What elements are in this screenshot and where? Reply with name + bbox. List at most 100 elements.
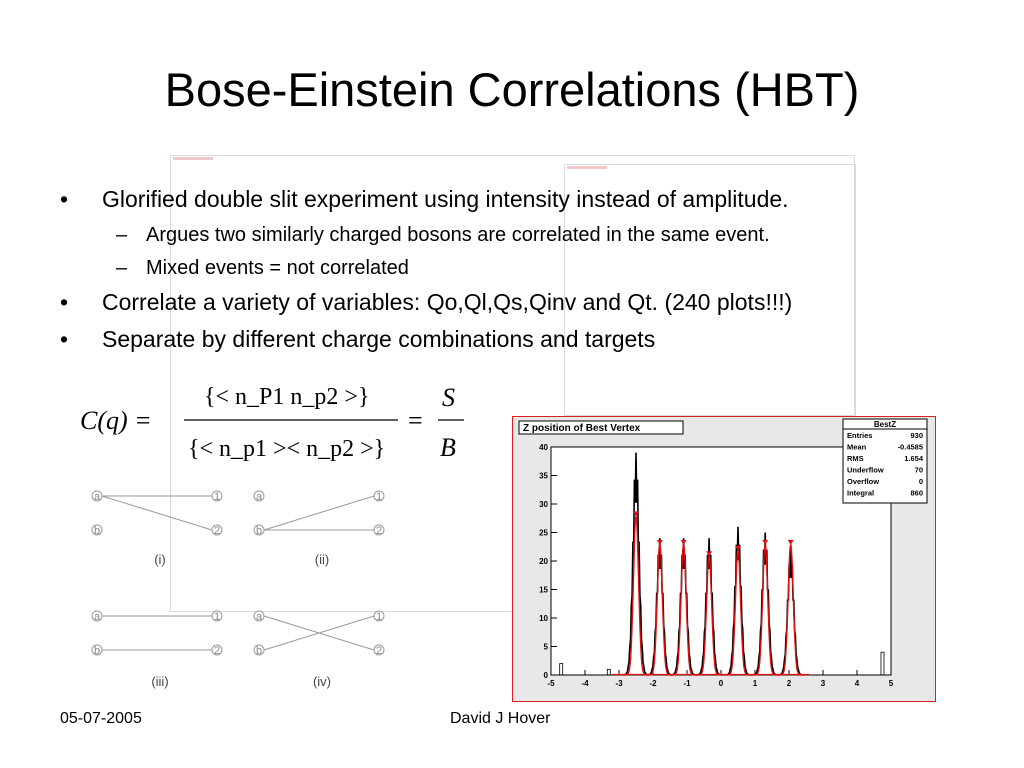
stats-label: Integral xyxy=(847,489,874,498)
data-peak xyxy=(648,538,671,676)
x-tick-label: -4 xyxy=(581,679,589,688)
diagram-panel-iv xyxy=(253,610,385,656)
data-peak xyxy=(697,538,721,676)
hist-title: Z position of Best Vertex xyxy=(523,423,641,434)
bullet-mark: • xyxy=(60,326,69,352)
diagram-panel-ii xyxy=(253,490,385,536)
stats-label: RMS xyxy=(847,454,864,463)
correlation-formula: C(q) = {< n_P1 n_p2 >} {< n_p1 >< n_p2 >… xyxy=(80,372,480,468)
y-tick-label: 30 xyxy=(539,500,548,509)
stats-box: BestZ Entries 930 Mean -0.4585 RMS 1.654 Under… xyxy=(842,418,928,504)
diagram-label-ii: (ii) xyxy=(315,552,329,567)
bullet-item: • Correlate a variety of variables: Qo,Ql… xyxy=(60,287,990,318)
stats-label: Overflow xyxy=(847,477,879,486)
stats-value: 1.654 xyxy=(904,454,924,463)
node-label-2: 2 xyxy=(214,645,220,657)
x-tick-label: 5 xyxy=(889,679,894,688)
sub-bullet-mark: – xyxy=(116,224,128,246)
node-label-b: b xyxy=(256,645,262,657)
x-tick-label: -2 xyxy=(649,679,657,688)
bullet-item: • Glorified double slit experiment using … xyxy=(60,184,990,215)
fit-peak-marker xyxy=(787,539,794,545)
y-tick-label: 5 xyxy=(544,643,549,652)
background-frame-2 xyxy=(564,164,856,416)
minor-bin xyxy=(880,651,885,676)
formula-numerator: {< n_P1 n_p2 >} xyxy=(204,384,369,410)
minor-bin xyxy=(559,663,564,676)
data-peak xyxy=(624,452,648,676)
stats-value: 930 xyxy=(910,431,923,440)
node-label-b: b xyxy=(94,525,100,537)
stats-value: 860 xyxy=(910,489,923,498)
bullet-mark: • xyxy=(60,289,69,315)
bullet-text: Separate by different charge combination… xyxy=(102,326,656,352)
x-tick-label: -3 xyxy=(615,679,623,688)
fit-peak-marker xyxy=(706,551,713,557)
plot-frame xyxy=(550,446,892,676)
minor-bin xyxy=(606,668,611,676)
formula-background: B xyxy=(440,433,456,462)
data-peak xyxy=(726,526,750,676)
bullet-list: • Glorified double slit experiment using … xyxy=(60,184,990,361)
sub-bullet-mark: – xyxy=(116,257,128,279)
node-label-a: a xyxy=(94,611,101,623)
sub-bullet-text: Argues two similarly charged bosons are … xyxy=(146,224,770,246)
y-tick-label: 0 xyxy=(544,671,549,680)
fit-peak-marker xyxy=(656,539,663,545)
y-tick-label: 35 xyxy=(539,472,548,481)
diagram-label-iii: (iii) xyxy=(151,674,168,689)
data-peak xyxy=(754,532,777,676)
node-label-1: 1 xyxy=(376,491,382,503)
stats-value: -0.4585 xyxy=(898,443,923,452)
bullet-text: Correlate a variety of variables: Qo,Ql,… xyxy=(102,289,793,315)
node-label-a: a xyxy=(256,491,263,503)
slide-title: Bose-Einstein Correlations (HBT) xyxy=(164,63,860,116)
pair-diagrams: a b 1 2 a b 1 2 a b 1 2 a b 1 2 (i) (ii)… xyxy=(86,484,406,700)
node-label-b: b xyxy=(94,645,100,657)
stats-label: Underflow xyxy=(847,466,884,475)
stats-label: Mean xyxy=(847,443,867,452)
sub-bullet-item: – Mixed events = not correlated xyxy=(60,254,990,282)
sub-bullet-text: Mixed events = not correlated xyxy=(146,257,409,279)
y-tick-label: 20 xyxy=(539,557,548,566)
node-label-1: 1 xyxy=(214,491,220,503)
stats-value: 0 xyxy=(919,477,923,486)
diagram-panel-i xyxy=(91,490,223,536)
x-tick-label: 2 xyxy=(787,679,792,688)
vertex-histogram: -5 -4 -3 -2 -1 0 1 2 3 4 5 0 5 10 15 20 25 30 35 40 Z posit… xyxy=(512,416,936,702)
node-label-a: a xyxy=(94,491,101,503)
formula-signal: S xyxy=(442,383,455,412)
x-tick-label: 1 xyxy=(753,679,758,688)
diagram-panel-iii xyxy=(91,610,223,656)
x-tick-label: -1 xyxy=(683,679,691,688)
fit-peak-marker xyxy=(680,539,687,545)
formula-denominator: {< n_p1 >< n_p2 >} xyxy=(188,436,385,462)
x-tick-label: 0 xyxy=(719,679,724,688)
y-tick-label: 40 xyxy=(539,443,548,452)
y-tick-label: 25 xyxy=(539,529,548,538)
diagram-label-i: (i) xyxy=(154,552,166,567)
bullet-mark: • xyxy=(60,186,69,212)
x-tick-label: 3 xyxy=(821,679,826,688)
node-label-a: a xyxy=(256,611,263,623)
stats-label: Entries xyxy=(847,431,872,440)
hist-title-box: Z position of Best Vertex xyxy=(518,420,684,435)
node-label-b: b xyxy=(256,525,262,537)
equals-sign: = xyxy=(408,406,423,435)
data-peak xyxy=(779,549,802,676)
node-label-1: 1 xyxy=(376,611,382,623)
footer-date: 05-07-2005 xyxy=(60,710,142,727)
sub-bullet-item: – Argues two similarly charged bosons are… xyxy=(60,221,990,249)
x-tick-label: 4 xyxy=(855,679,860,688)
node-label-1: 1 xyxy=(214,611,220,623)
node-label-2: 2 xyxy=(376,645,382,657)
stats-name: BestZ xyxy=(874,420,896,429)
formula-lhs: C(q) = xyxy=(80,406,152,435)
bullet-item: • Separate by different charge combinatio… xyxy=(60,324,990,355)
node-label-2: 2 xyxy=(376,525,382,537)
bullet-text: Glorified double slit experiment using i… xyxy=(102,186,789,212)
x-tick-label: -5 xyxy=(547,679,555,688)
data-peak xyxy=(672,538,695,676)
y-tick-label: 15 xyxy=(539,586,548,595)
node-label-2: 2 xyxy=(214,525,220,537)
